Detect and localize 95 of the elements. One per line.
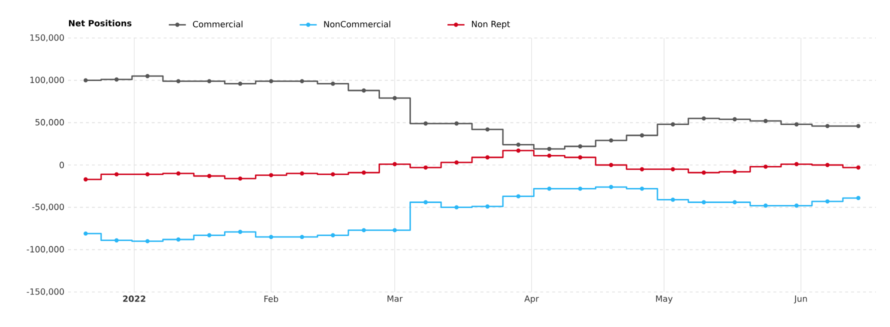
y-tick-label: -100,000 (26, 246, 64, 254)
point (702, 200, 706, 204)
point (238, 230, 242, 234)
point (856, 124, 860, 128)
y-tick-label: 100,000 (30, 76, 64, 84)
legend-title: Net Positions (68, 20, 132, 26)
x-tick-label: Apr (524, 296, 539, 304)
point (362, 228, 366, 232)
point (670, 122, 675, 126)
point (392, 96, 397, 100)
legend-label: Non Rept (472, 20, 510, 29)
point (856, 196, 860, 200)
point (764, 118, 768, 124)
point (454, 121, 459, 126)
point (269, 173, 274, 178)
point (640, 167, 644, 172)
point (424, 121, 428, 126)
point (300, 79, 304, 84)
x-tick-label: Feb (264, 296, 278, 302)
point (856, 165, 860, 170)
point (516, 148, 520, 153)
point (330, 82, 336, 86)
y-tick-label: 150,000 (30, 34, 64, 42)
point (764, 164, 768, 169)
point (640, 186, 644, 191)
point (454, 205, 459, 210)
point (84, 177, 88, 182)
point (392, 162, 397, 166)
point (330, 172, 336, 176)
point (485, 127, 490, 132)
point (207, 174, 212, 178)
point (145, 74, 150, 78)
point (238, 176, 242, 181)
point (516, 194, 520, 198)
point (84, 231, 88, 236)
point (269, 79, 274, 84)
point (114, 77, 119, 82)
point (300, 171, 304, 176)
point (794, 122, 799, 126)
y-tick-label: -150,000 (26, 288, 64, 296)
point (764, 204, 768, 208)
point (825, 199, 830, 204)
point (424, 200, 428, 204)
point (392, 228, 397, 232)
point (145, 239, 150, 244)
point (485, 155, 490, 160)
point (330, 233, 336, 238)
legend-label: Commercial (192, 20, 242, 28)
point (578, 186, 582, 191)
point (269, 234, 274, 240)
point (794, 204, 799, 208)
point (516, 142, 520, 147)
point (145, 172, 150, 176)
point (114, 238, 119, 242)
point (547, 186, 552, 191)
point (84, 78, 88, 82)
point (547, 154, 552, 158)
point (485, 204, 490, 209)
point (547, 146, 552, 152)
point (702, 116, 706, 121)
x-tick-label: May (656, 296, 673, 304)
point (825, 162, 830, 168)
point (640, 133, 644, 138)
point (732, 170, 737, 174)
point (825, 124, 830, 128)
point (362, 88, 366, 93)
x-tick-label: 2022 (123, 296, 146, 302)
point (732, 200, 737, 204)
point (207, 79, 212, 84)
point (670, 198, 675, 202)
point (238, 82, 242, 86)
point (794, 162, 799, 166)
y-tick-label: 50,000 (36, 119, 64, 126)
point (578, 144, 582, 148)
x-tick-label: Mar (388, 296, 403, 302)
point (608, 162, 614, 168)
y-tick-label: 0 (60, 162, 64, 168)
point (207, 233, 212, 238)
point (176, 171, 180, 176)
point (454, 160, 459, 165)
legend-label: NonCommercial (324, 20, 390, 28)
point (176, 79, 180, 84)
y-tick-label: -50,000 (32, 204, 64, 211)
point (670, 167, 675, 172)
point (608, 138, 614, 143)
point (732, 117, 737, 122)
point (176, 237, 180, 242)
point (362, 170, 366, 175)
point (702, 170, 706, 175)
point (424, 165, 428, 170)
point (114, 172, 119, 176)
x-tick-label: Jun (794, 296, 807, 304)
point (300, 234, 304, 240)
point (578, 155, 582, 160)
point (608, 184, 614, 190)
